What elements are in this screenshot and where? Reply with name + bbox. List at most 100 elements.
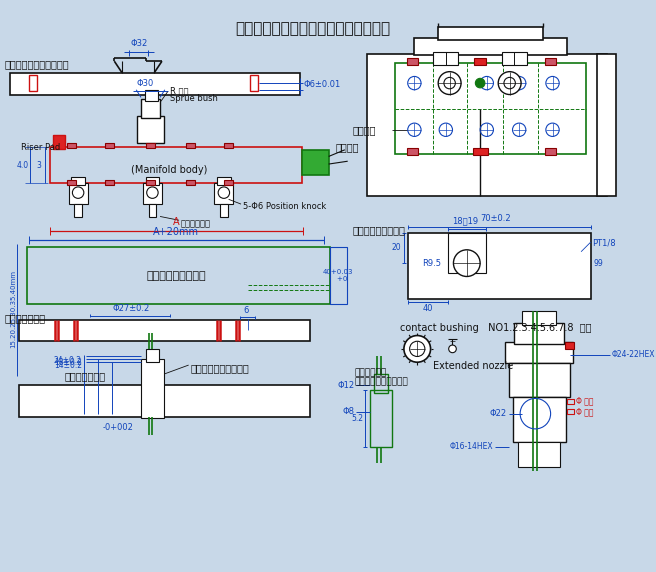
- Text: 5.2: 5.2: [351, 414, 363, 423]
- Text: 24±0.2: 24±0.2: [54, 356, 82, 364]
- Text: 3: 3: [37, 161, 41, 169]
- Bar: [598, 54, 617, 196]
- Bar: [522, 311, 556, 325]
- Circle shape: [504, 77, 516, 89]
- Bar: [146, 177, 159, 185]
- Text: 40: 40: [422, 304, 433, 313]
- Bar: [249, 76, 258, 91]
- Bar: [53, 136, 65, 149]
- Text: Φ 選定: Φ 選定: [577, 407, 594, 416]
- Text: Φ16-14HEX: Φ16-14HEX: [450, 443, 493, 451]
- Text: トップクランププレート: トップクランププレート: [5, 59, 70, 69]
- Text: 18±0.2: 18±0.2: [54, 359, 82, 367]
- Circle shape: [453, 250, 480, 276]
- Bar: [512, 396, 566, 442]
- Bar: [149, 204, 156, 217]
- Bar: [146, 180, 155, 185]
- Text: ゲート位置定: ゲート位置定: [181, 219, 211, 228]
- Bar: [407, 148, 419, 154]
- Bar: [141, 359, 164, 418]
- Text: Riser Pad: Riser Pad: [21, 143, 60, 152]
- Text: Φ32: Φ32: [131, 39, 148, 48]
- Text: 15.20.25.30.35.40mm: 15.20.25.30.35.40mm: [10, 270, 16, 348]
- Bar: [186, 143, 195, 148]
- Bar: [434, 51, 458, 65]
- Bar: [472, 148, 488, 156]
- Bar: [502, 51, 527, 65]
- Text: (Manifold body): (Manifold body): [131, 165, 208, 175]
- Text: Φ8: Φ8: [342, 407, 354, 416]
- Bar: [19, 385, 310, 418]
- Text: Φ22: Φ22: [489, 409, 507, 418]
- Bar: [329, 247, 347, 304]
- Bar: [545, 148, 556, 154]
- Text: contact bushing   NO1.2.3.4.5.6.7.8  選定: contact bushing NO1.2.3.4.5.6.7.8 選定: [400, 323, 592, 333]
- Bar: [375, 374, 388, 393]
- Text: R9.5: R9.5: [422, 259, 441, 268]
- Text: 4.0: 4.0: [16, 161, 29, 169]
- Bar: [67, 180, 76, 185]
- Bar: [369, 390, 392, 447]
- Text: 18〜19: 18〜19: [452, 216, 478, 225]
- Bar: [302, 150, 329, 174]
- Bar: [215, 183, 234, 204]
- Text: A: A: [173, 217, 180, 227]
- Text: キャビプレート: キャビプレート: [65, 371, 106, 382]
- Circle shape: [72, 187, 84, 198]
- Text: Φ27±0.2: Φ27±0.2: [112, 304, 150, 313]
- Bar: [408, 233, 590, 299]
- Bar: [137, 117, 164, 143]
- Circle shape: [404, 336, 430, 362]
- Bar: [505, 342, 573, 363]
- Bar: [438, 27, 543, 40]
- Bar: [146, 349, 159, 362]
- Bar: [407, 58, 419, 65]
- Bar: [514, 323, 564, 344]
- Text: R 指定: R 指定: [169, 86, 188, 95]
- Circle shape: [218, 187, 230, 198]
- Text: 5-Φ6 Position knock: 5-Φ6 Position knock: [243, 202, 326, 211]
- Circle shape: [147, 187, 158, 198]
- Bar: [29, 76, 37, 91]
- Text: ミニスプールブッシュ: ミニスプールブッシュ: [190, 363, 249, 373]
- Text: 温調用孔: 温調用孔: [352, 125, 376, 135]
- Bar: [146, 143, 155, 148]
- Text: バックプレート: バックプレート: [5, 313, 46, 324]
- Text: Sprue bush: Sprue bush: [169, 94, 217, 102]
- Bar: [50, 147, 302, 183]
- Bar: [567, 399, 575, 404]
- Bar: [145, 90, 158, 101]
- Bar: [141, 100, 160, 118]
- Bar: [224, 143, 234, 148]
- Bar: [220, 204, 228, 217]
- Text: 14±0.2: 14±0.2: [54, 362, 82, 370]
- Bar: [143, 183, 162, 204]
- Bar: [72, 177, 85, 185]
- Bar: [367, 54, 607, 196]
- Text: Φ6±0.01: Φ6±0.01: [304, 81, 341, 89]
- Text: PT1/8: PT1/8: [592, 239, 616, 247]
- Bar: [19, 320, 310, 341]
- Bar: [448, 233, 486, 273]
- Circle shape: [498, 72, 521, 94]
- Text: スペーサーブロック: スペーサーブロック: [352, 225, 405, 235]
- Bar: [474, 58, 486, 65]
- Text: Φ 選定: Φ 選定: [577, 397, 594, 406]
- Circle shape: [476, 78, 485, 88]
- Text: オプション品: オプション品: [354, 368, 386, 377]
- Text: スペーサーブロック: スペーサーブロック: [146, 271, 206, 280]
- Text: 40+0.03
    +0: 40+0.03 +0: [323, 269, 354, 282]
- Text: Φ24-22HEX: Φ24-22HEX: [611, 350, 655, 359]
- Text: -0+002: -0+002: [103, 423, 134, 432]
- Bar: [567, 409, 575, 414]
- Bar: [27, 247, 329, 304]
- Circle shape: [438, 72, 461, 94]
- Text: Φ30: Φ30: [136, 79, 154, 88]
- Bar: [10, 73, 300, 94]
- Bar: [69, 183, 88, 204]
- Text: Φ12: Φ12: [337, 380, 354, 390]
- Text: 99: 99: [594, 259, 604, 268]
- Bar: [105, 180, 114, 185]
- Bar: [67, 143, 76, 148]
- Text: 6: 6: [243, 305, 249, 315]
